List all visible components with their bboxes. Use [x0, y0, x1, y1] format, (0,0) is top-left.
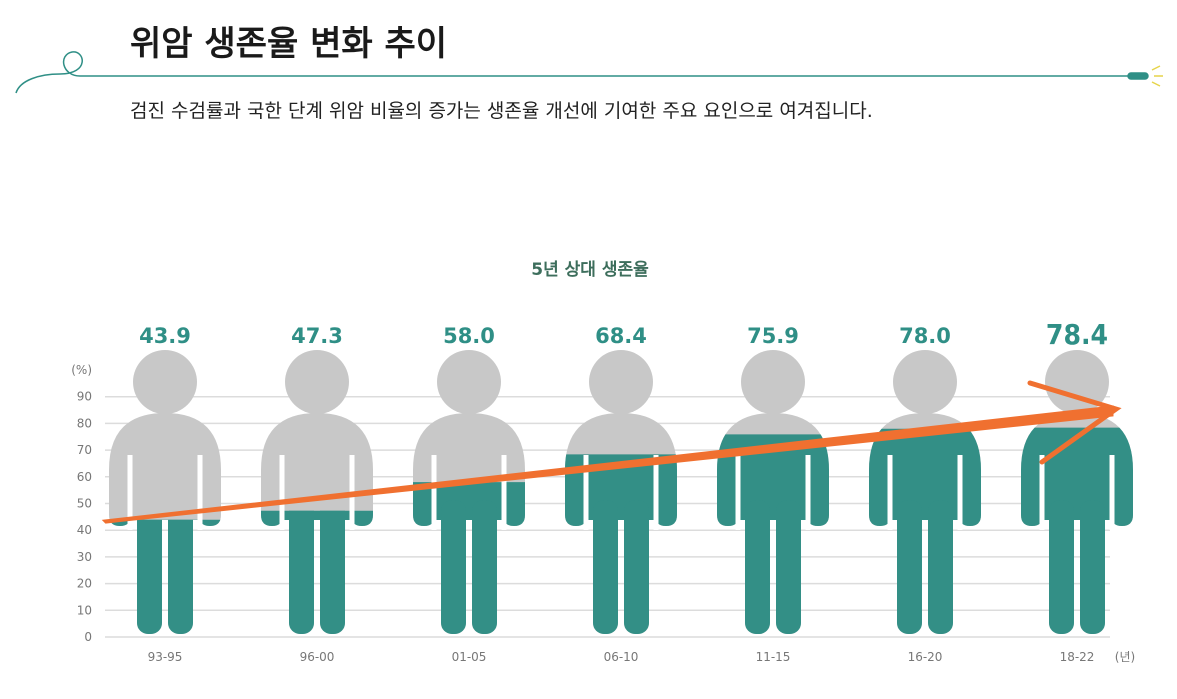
- head: [437, 350, 501, 414]
- x-tick-label: 11-15: [756, 650, 791, 664]
- x-unit: (년): [1115, 650, 1135, 664]
- leg: [472, 500, 497, 634]
- value-label: 68.4: [595, 324, 647, 348]
- x-tick-label: 96-00: [300, 650, 335, 664]
- leg: [593, 500, 618, 634]
- head: [1045, 350, 1109, 414]
- page-title: 위암 생존율 변화 추이: [130, 24, 447, 64]
- y-tick-label: 10: [77, 603, 92, 617]
- figure-fill: [565, 454, 677, 634]
- figure-fill: [109, 519, 221, 634]
- figure-gaps: [887, 455, 963, 530]
- page-subtitle: 검진 수검률과 국한 단계 위암 비율의 증가는 생존율 개선에 기여한 주요 …: [130, 100, 873, 122]
- leg: [441, 500, 466, 634]
- head: [893, 350, 957, 414]
- head: [133, 350, 197, 414]
- torso: [1021, 427, 1133, 526]
- y-unit: (%): [71, 363, 92, 377]
- leg: [320, 510, 345, 634]
- leg: [289, 510, 314, 634]
- figure-fill: [869, 428, 981, 634]
- leg: [745, 500, 770, 634]
- leg: [897, 500, 922, 634]
- leg: [624, 500, 649, 634]
- torso: [717, 434, 829, 526]
- x-tick-label: 01-05: [452, 650, 487, 664]
- value-label: 47.3: [291, 324, 343, 348]
- y-tick-label: 80: [77, 416, 92, 430]
- x-tick-label: 06-10: [604, 650, 639, 664]
- value-label: 43.9: [139, 324, 191, 348]
- figure-gaps: [431, 455, 507, 530]
- chart-title: 5년 상대 생존율: [531, 260, 649, 280]
- y-tick-label: 0: [84, 630, 92, 644]
- value-label: 58.0: [443, 324, 495, 348]
- y-tick-label: 20: [77, 577, 92, 591]
- torso: [109, 413, 221, 526]
- head: [589, 350, 653, 414]
- y-tick-label: 40: [77, 523, 92, 537]
- torso: [565, 454, 677, 526]
- x-tick-label: 18-22: [1060, 650, 1095, 664]
- head: [285, 350, 349, 414]
- figure-fill: [413, 482, 525, 634]
- figure-gaps: [735, 455, 811, 530]
- leg: [776, 500, 801, 634]
- leg: [1080, 500, 1105, 634]
- head: [741, 350, 805, 414]
- y-tick-label: 60: [77, 470, 92, 484]
- y-tick-label: 70: [77, 443, 92, 457]
- y-tick-label: 90: [77, 390, 92, 404]
- y-tick-label: 30: [77, 550, 92, 564]
- figure-gaps: [1039, 455, 1115, 530]
- figure-base: [109, 350, 221, 634]
- trend-arrow: [101, 380, 1122, 524]
- figure-fill: [261, 510, 373, 634]
- value-label: 78.4: [1046, 318, 1108, 351]
- x-tick-label: 93-95: [148, 650, 183, 664]
- value-label: 75.9: [747, 324, 799, 348]
- torso: [869, 428, 981, 526]
- leg: [168, 519, 193, 634]
- figure-fill: [717, 434, 829, 634]
- decor-line: [15, 51, 1163, 94]
- leg: [928, 500, 953, 634]
- y-tick-label: 50: [77, 497, 92, 511]
- leg: [1049, 500, 1074, 634]
- leg: [137, 519, 162, 634]
- value-label: 78.0: [899, 324, 951, 348]
- torso: [261, 413, 373, 526]
- figure-fill: [1021, 427, 1133, 634]
- x-tick-label: 16-20: [908, 650, 943, 664]
